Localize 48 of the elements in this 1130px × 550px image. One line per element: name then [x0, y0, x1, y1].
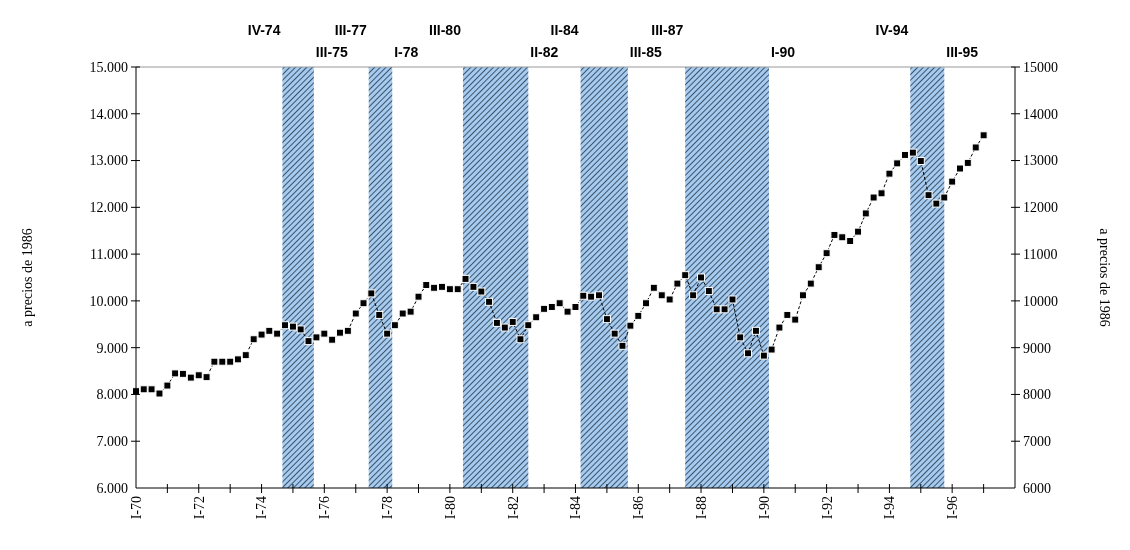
text: III-95 — [946, 44, 979, 60]
y2-tick-label: 12000 — [1023, 200, 1058, 216]
text: II-84 — [550, 22, 579, 38]
y2-tick-label: 13000 — [1023, 153, 1058, 169]
text: III-80 — [429, 22, 462, 38]
y-tick-label: 11.000 — [90, 247, 128, 263]
x-tick-label: I-76 — [317, 496, 333, 520]
x-tick-label: I-78 — [380, 496, 396, 520]
y-tick-label: 10.000 — [89, 293, 128, 309]
text: I-78 — [394, 44, 419, 60]
x-tick-label: I-74 — [254, 496, 270, 520]
text: II-82 — [530, 44, 559, 60]
y2-tick-label: 9000 — [1023, 340, 1051, 356]
x-tick-label: I-70 — [128, 496, 144, 520]
x-tick-label: I-86 — [631, 496, 647, 520]
y2-tick-label: 7000 — [1023, 434, 1051, 450]
text: I-90 — [770, 44, 796, 60]
y-axis-title: a precios de 1986 — [20, 228, 35, 327]
text: III-75 — [315, 44, 348, 60]
y-tick-label: 8.000 — [96, 387, 128, 403]
text: III-77 — [334, 22, 367, 38]
y-tick-label: 13.000 — [89, 153, 128, 169]
x-tick-label: I-72 — [191, 496, 207, 520]
x-tick-label: I-90 — [756, 496, 772, 520]
y2-tick-label: 6000 — [1023, 480, 1051, 496]
x-tick-label: I-82 — [505, 496, 521, 520]
y2-tick-label: 8000 — [1023, 387, 1051, 403]
x-tick-label: I-94 — [882, 496, 898, 520]
x-tick-label: I-96 — [945, 496, 961, 520]
y2-tick-label: 15000 — [1023, 59, 1058, 75]
text: III-87 — [651, 22, 684, 38]
x-tick-label: I-84 — [568, 496, 584, 520]
y-tick-label: 15.000 — [89, 59, 128, 75]
y2-tick-label: 10000 — [1023, 293, 1058, 309]
y-tick-label: 12.000 — [89, 200, 128, 216]
text: IV-74 — [247, 22, 281, 38]
y-tick-label: 14.000 — [89, 106, 128, 122]
text: IV-94 — [875, 22, 909, 38]
x-tick-label: I-80 — [442, 496, 458, 520]
x-tick-label: I-88 — [693, 496, 709, 520]
y2-axis-title: a precios de 1986 — [1097, 228, 1112, 327]
y-tick-label: 6.000 — [96, 480, 128, 496]
text: III-85 — [629, 44, 662, 60]
y-tick-label: 9.000 — [96, 340, 128, 356]
y2-tick-label: 11000 — [1023, 247, 1058, 263]
y-tick-label: 7.000 — [96, 434, 128, 450]
y2-tick-label: 14000 — [1023, 106, 1058, 122]
x-tick-label: I-92 — [819, 496, 835, 520]
